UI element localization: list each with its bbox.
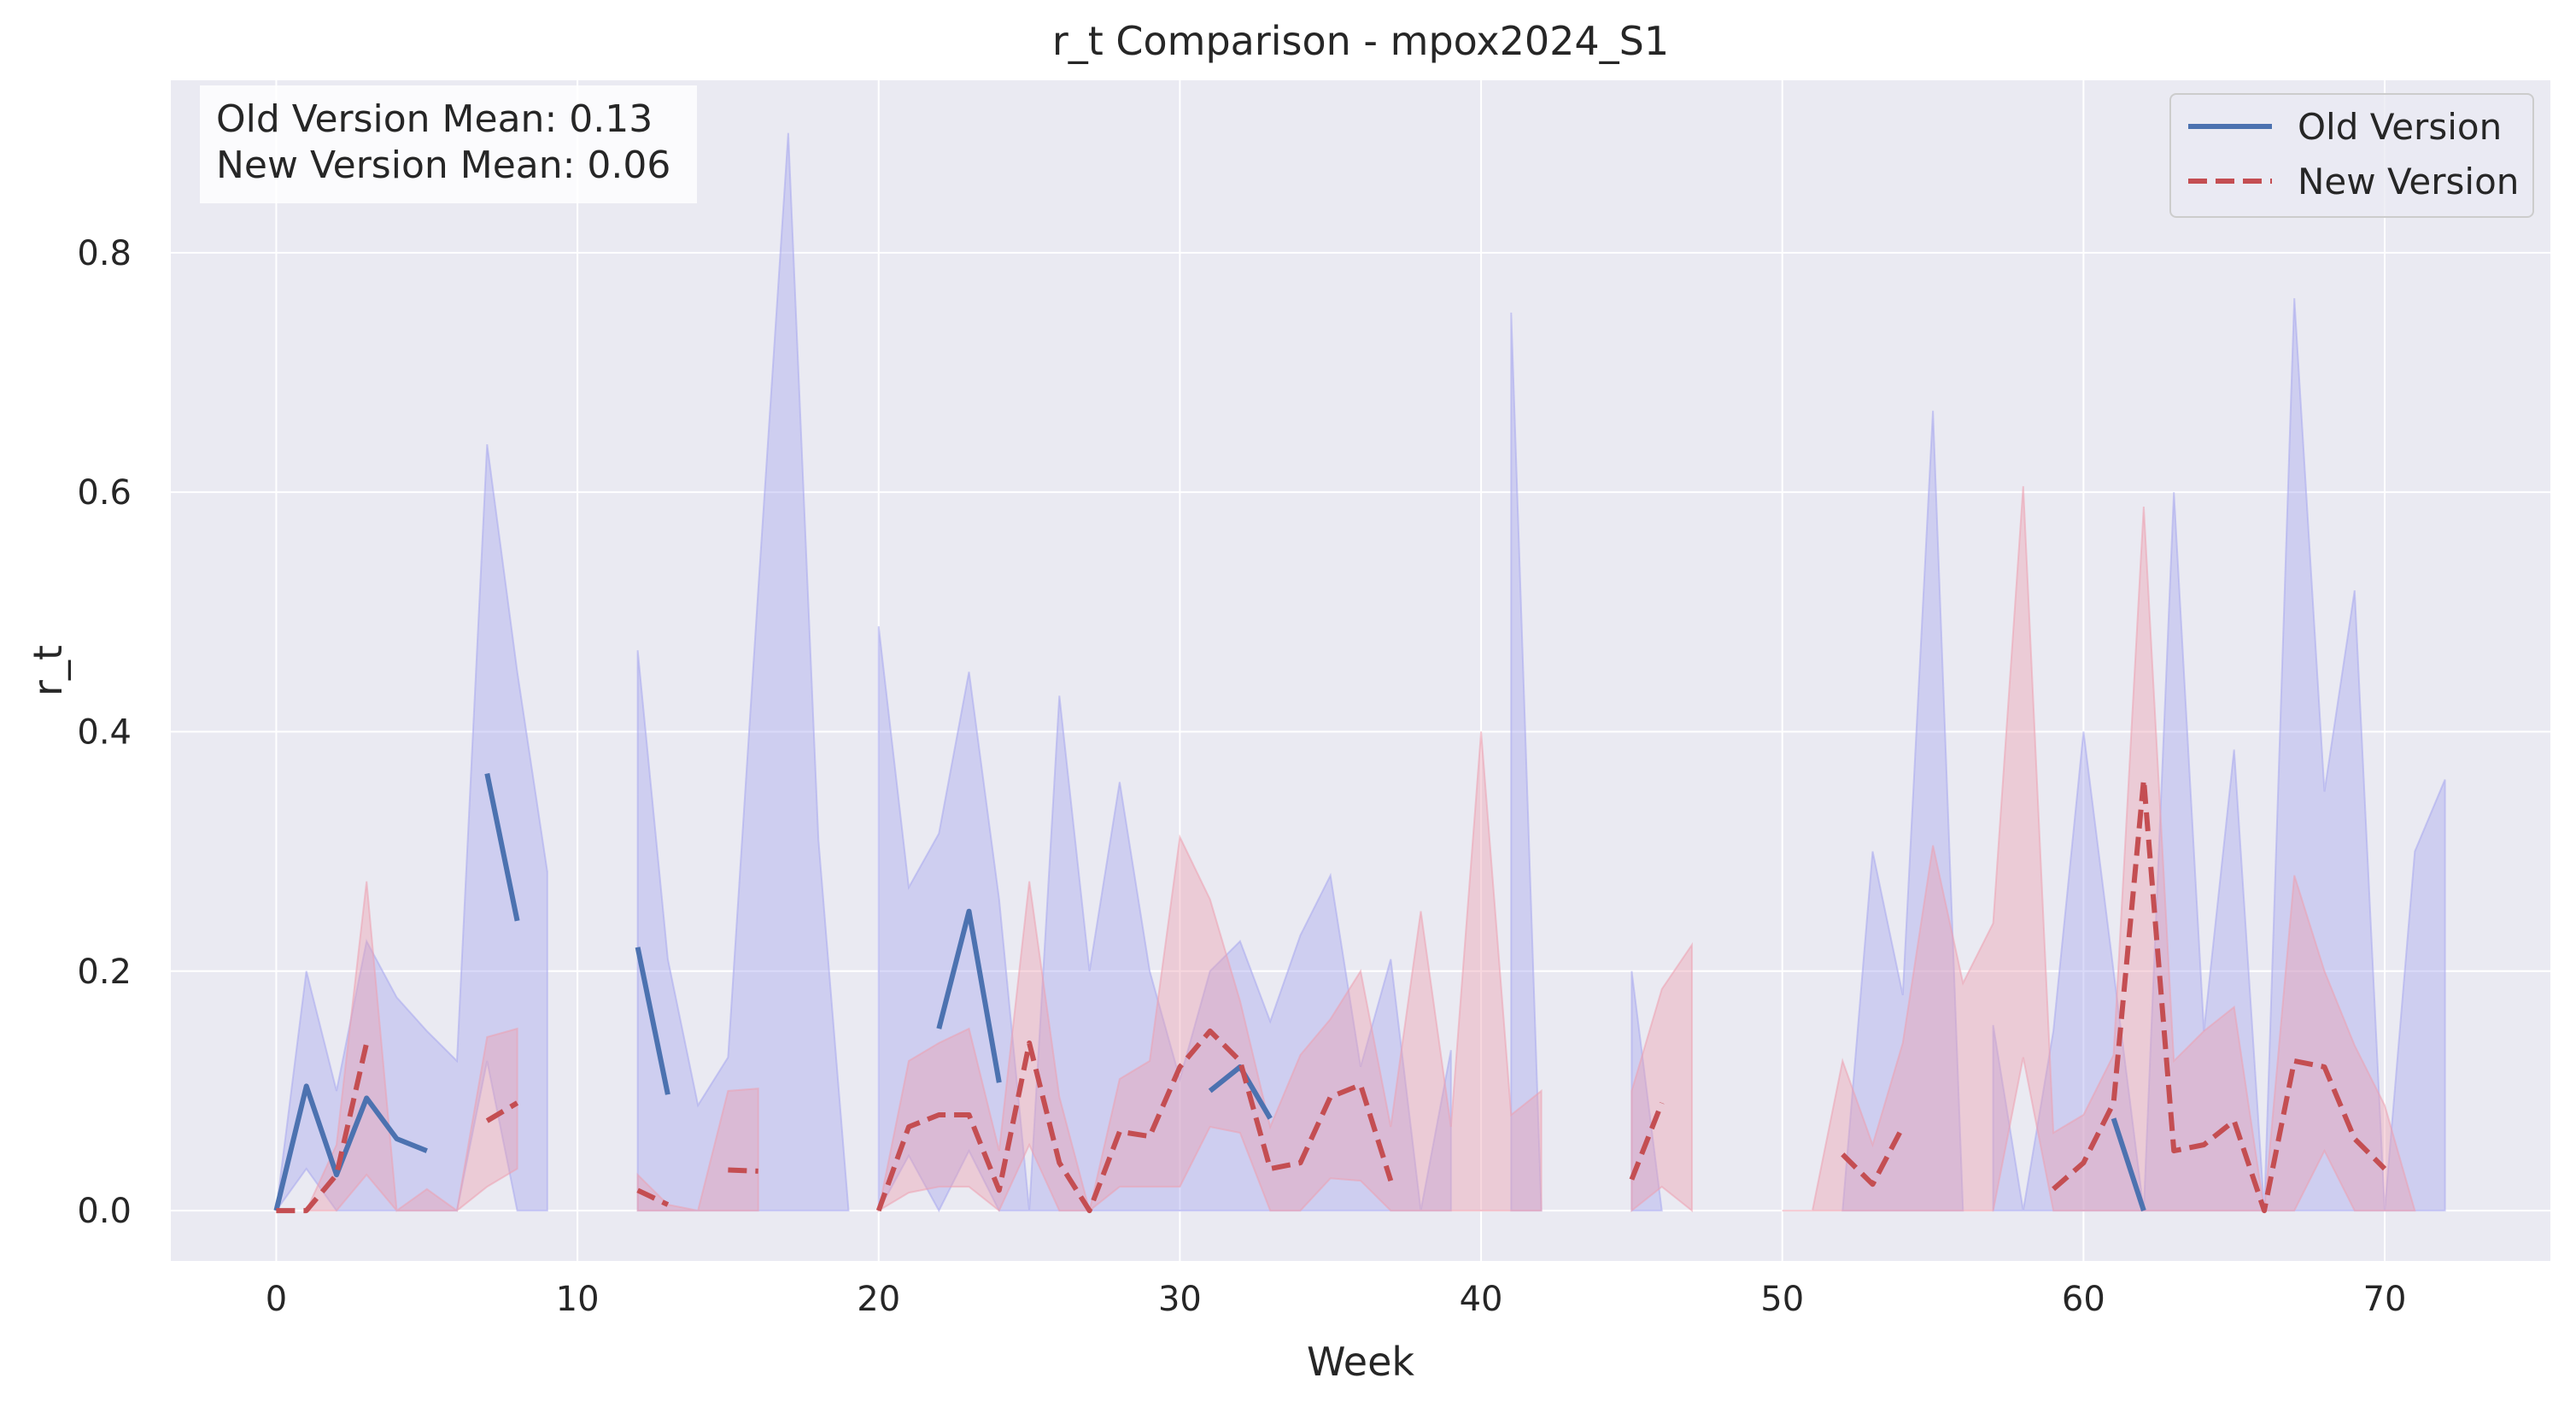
annotation-new-mean: New Version Mean: 0.06 (216, 144, 670, 187)
annotation-background (200, 85, 697, 203)
y-tick-label: 0.2 (77, 953, 132, 992)
new-version-line (728, 1167, 758, 1174)
x-tick-label: 60 (2062, 1280, 2105, 1319)
x-tick-label: 10 (556, 1280, 600, 1319)
new-version-confidence-band (636, 1088, 759, 1212)
old-version-line (273, 1083, 428, 1211)
new-version-line (1841, 1125, 1906, 1187)
uncertainty-bands (275, 132, 2446, 1213)
y-axis-label: r_t (25, 645, 71, 696)
x-tick-label: 30 (1158, 1280, 1202, 1319)
new-version-confidence-band (877, 731, 1543, 1213)
axis-ticks: 0 10 20 30 40 50 60 70 0.0 0.2 0.4 0.6 0.8 (77, 234, 2406, 1319)
new-version-confidence-band (1782, 486, 2416, 1212)
annotation-old-mean: Old Version Mean: 0.13 (216, 97, 653, 141)
x-axis-label: Week (1307, 1339, 1414, 1385)
grid-lines (171, 80, 2550, 1261)
series-lines (273, 772, 2387, 1214)
new-version-line (485, 1100, 519, 1123)
legend-new-version-label: New Version (2298, 161, 2519, 202)
x-tick-label: 20 (857, 1280, 900, 1319)
legend-old-version-label: Old Version (2298, 106, 2502, 148)
y-tick-label: 0.0 (77, 1192, 132, 1231)
x-tick-label: 50 (1760, 1280, 1804, 1319)
new-version-line (636, 1187, 670, 1207)
chart-title: r_t Comparison - mpox2024_S1 (1052, 18, 1669, 64)
y-tick-label: 0.4 (77, 712, 132, 752)
y-tick-label: 0.6 (77, 473, 132, 513)
old-version-line (936, 908, 1002, 1083)
legend: Old Version New Version (2169, 93, 2534, 218)
new-version-line (875, 1028, 1394, 1214)
x-tick-label: 70 (2363, 1280, 2407, 1319)
new-version-line (2052, 777, 2387, 1214)
new-version-line (1629, 1101, 1665, 1181)
x-tick-label: 0 (266, 1280, 287, 1319)
old-version-line (484, 772, 520, 922)
old-version-confidence-band (275, 443, 548, 1212)
y-tick-label: 0.8 (77, 234, 132, 273)
new-version-line (276, 1042, 370, 1214)
new-version-confidence-band (305, 881, 518, 1212)
old-version-line (635, 947, 670, 1095)
mean-annotation: Old Version Mean: 0.13 New Version Mean:… (200, 85, 697, 203)
old-version-line (2111, 1117, 2146, 1212)
x-tick-label: 40 (1460, 1280, 1503, 1319)
